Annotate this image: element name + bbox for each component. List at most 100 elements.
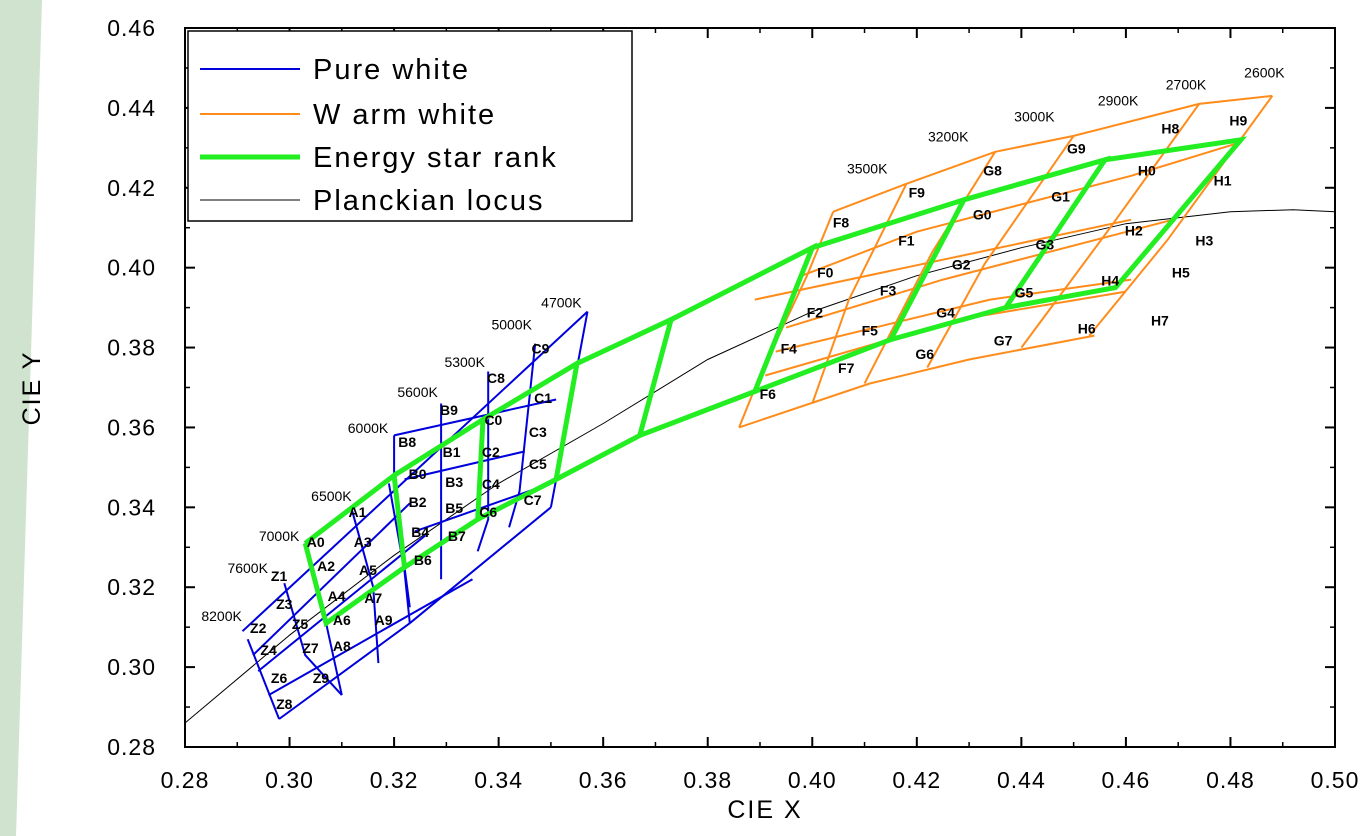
cell-label-a4: A4 xyxy=(328,588,346,604)
cell-label-a6: A6 xyxy=(333,612,351,628)
cell-label-c0: C0 xyxy=(484,412,502,428)
cell-label-h8: H8 xyxy=(1161,121,1179,137)
pure-white-line-0 xyxy=(241,310,589,632)
cell-label-c8: C8 xyxy=(487,370,505,386)
cct-label-2600k: 2600K xyxy=(1244,65,1285,81)
y-tick-label: 0.32 xyxy=(107,574,156,600)
pure-white-line-4 xyxy=(278,622,411,720)
cell-label-a5: A5 xyxy=(359,562,377,578)
cct-label-2700k: 2700K xyxy=(1166,77,1207,93)
pure-white-line-2 xyxy=(257,534,427,672)
cell-label-g7: G7 xyxy=(994,332,1013,348)
cell-label-f3: F3 xyxy=(880,282,897,298)
cell-label-f8: F8 xyxy=(833,214,850,230)
legend-label-energy-star: Energy star rank xyxy=(313,142,558,174)
cell-label-z8: Z8 xyxy=(276,696,293,712)
y-tick-label: 0.46 xyxy=(107,15,156,41)
cct-label-5600k: 5600K xyxy=(397,384,438,400)
legend-label-warm-white: W arm white xyxy=(313,99,496,131)
cell-label-h7: H7 xyxy=(1151,312,1169,328)
energy-star-line-6 xyxy=(890,155,1111,343)
cell-label-h0: H0 xyxy=(1138,163,1156,179)
cell-label-g3: G3 xyxy=(1036,236,1055,252)
cell-label-a9: A9 xyxy=(375,612,393,628)
cell-label-z5: Z5 xyxy=(292,616,309,632)
series-pure-white xyxy=(241,310,589,720)
cell-label-h2: H2 xyxy=(1125,222,1143,238)
cell-label-f5: F5 xyxy=(862,322,879,338)
cct-label-5000k: 5000K xyxy=(491,316,532,332)
x-tick-label: 0.46 xyxy=(1102,767,1151,793)
y-axis-title: CIE Y xyxy=(18,351,46,426)
cell-label-g8: G8 xyxy=(983,163,1002,179)
cell-label-b6: B6 xyxy=(414,552,432,568)
cell-label-g0: G0 xyxy=(973,206,992,222)
point-labels-layer: Z1 Z3 Z2 Z5 Z4 Z7 Z6 Z9 Z8 A0 A1 A2 A3 A4 A5 A6 A7 A8 A9 B8… xyxy=(201,65,1285,712)
cell-label-h4: H4 xyxy=(1101,272,1119,288)
cell-label-b3: B3 xyxy=(445,474,463,490)
cell-label-z2: Z2 xyxy=(250,620,267,636)
warm-white-line-6 xyxy=(775,278,1132,353)
cell-label-z7: Z7 xyxy=(302,640,319,656)
x-tick-label: 0.28 xyxy=(161,767,210,793)
legend-label-planckian: Planckian locus xyxy=(313,185,545,217)
cell-label-a2: A2 xyxy=(317,558,335,574)
planckian-line-0 xyxy=(185,209,1335,724)
cct-label-4700k: 4700K xyxy=(541,294,582,310)
side-band-decoration xyxy=(0,0,42,836)
y-tick-label: 0.42 xyxy=(107,175,156,201)
pure-white-line-1 xyxy=(252,502,411,656)
cell-label-a3: A3 xyxy=(354,534,372,550)
energy-star-line-2 xyxy=(476,358,581,522)
cell-label-c6: C6 xyxy=(479,504,497,520)
cell-label-z3: Z3 xyxy=(276,596,293,612)
cell-label-z1: Z1 xyxy=(271,568,288,584)
y-tick-label: 0.40 xyxy=(107,255,156,281)
warm-white-line-12 xyxy=(1088,95,1274,337)
cell-label-h1: H1 xyxy=(1214,173,1232,189)
warm-white-line-11 xyxy=(1020,103,1200,349)
cell-label-b1: B1 xyxy=(443,444,461,460)
legend-box xyxy=(187,30,633,222)
cct-label-6500k: 6500K xyxy=(311,488,352,504)
cell-label-g5: G5 xyxy=(1015,284,1034,300)
axes-layer: 0.28 0.30 0.32 0.34 0.36 0.38 0.40 0.42 0.44 0.46… xyxy=(107,15,1358,793)
cell-label-h3: H3 xyxy=(1195,232,1213,248)
x-tick-label: 0.30 xyxy=(265,767,314,793)
cell-label-c9: C9 xyxy=(532,340,550,356)
energy-star-line-1 xyxy=(392,414,486,570)
cell-label-g2: G2 xyxy=(952,256,971,272)
cell-label-f4: F4 xyxy=(781,340,798,356)
energy-star-line-4 xyxy=(638,242,818,438)
cell-label-c5: C5 xyxy=(529,456,547,472)
cell-label-c4: C4 xyxy=(482,476,500,492)
cell-label-b8: B8 xyxy=(398,434,416,450)
cell-label-b9: B9 xyxy=(440,402,458,418)
cct-label-3500k: 3500K xyxy=(847,161,888,177)
warm-white-line-0 xyxy=(832,94,1273,213)
y-tick-label: 0.38 xyxy=(107,335,156,361)
x-axis-title: CIE X xyxy=(727,796,802,824)
legend: Pure white W arm white Energy star rank … xyxy=(187,30,633,222)
cell-label-b0: B0 xyxy=(409,466,427,482)
cell-label-g4: G4 xyxy=(936,304,955,320)
cell-label-h6: H6 xyxy=(1078,320,1096,336)
x-tick-label: 0.40 xyxy=(788,767,837,793)
cell-label-f7: F7 xyxy=(838,360,855,376)
cell-label-c2: C2 xyxy=(482,444,500,460)
warm-white-line-4 xyxy=(738,334,1095,429)
cell-label-c3: C3 xyxy=(529,424,547,440)
x-tick-label: 0.36 xyxy=(579,767,628,793)
series-energy-star xyxy=(302,136,1248,628)
cell-label-a0: A0 xyxy=(307,534,325,550)
warm-white-line-2 xyxy=(785,218,1174,329)
cell-label-f0: F0 xyxy=(817,264,834,280)
pure-white-line-8 xyxy=(409,506,552,624)
cct-label-6000k: 6000K xyxy=(348,420,389,436)
warm-white-line-1 xyxy=(801,142,1236,277)
cell-label-h9: H9 xyxy=(1229,113,1247,129)
cell-label-b5: B5 xyxy=(445,500,463,516)
cell-label-a1: A1 xyxy=(349,504,367,520)
x-tick-label: 0.38 xyxy=(683,767,732,793)
energy-star-line-5 xyxy=(753,195,969,394)
